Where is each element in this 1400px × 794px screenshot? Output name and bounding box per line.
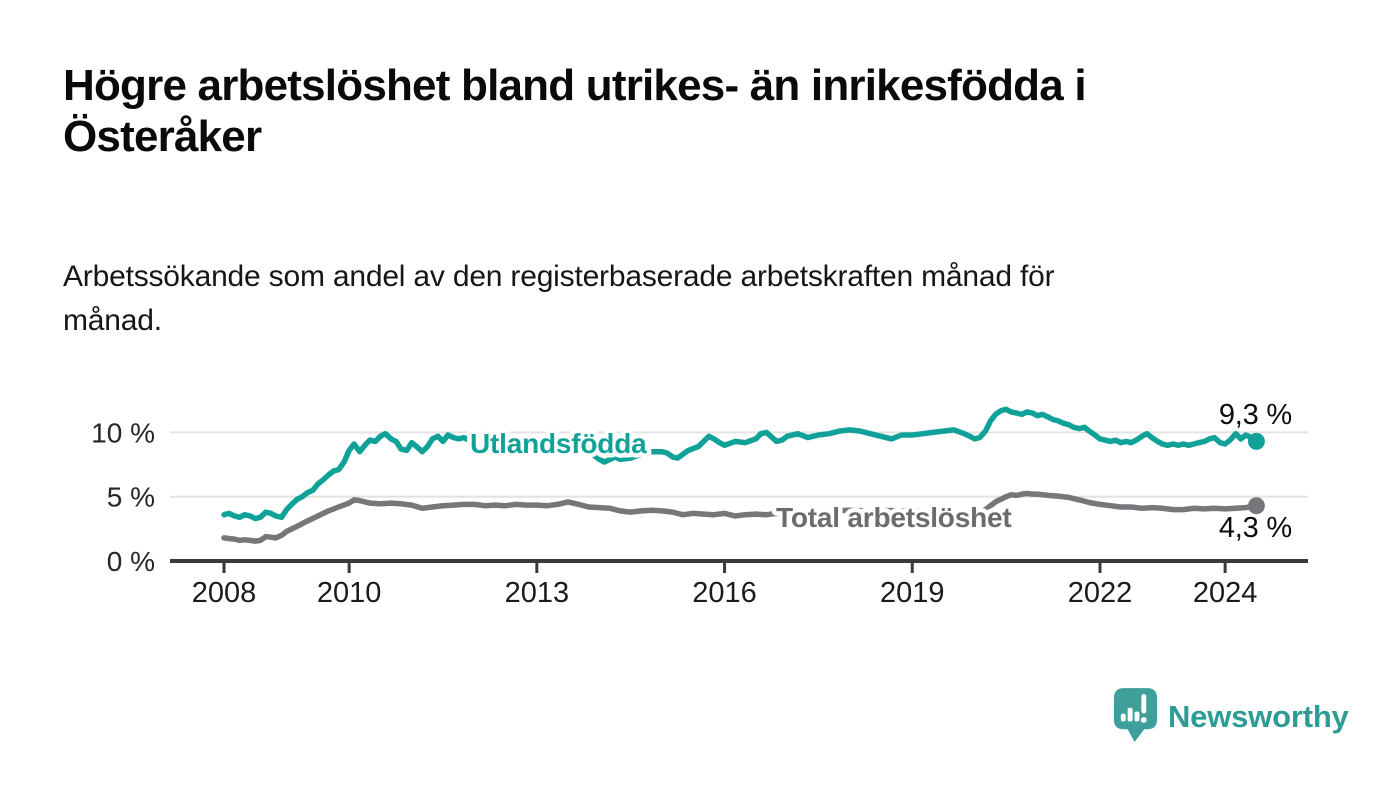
x-axis-tick-label: 2008 [192,577,257,609]
page-title-line1: Högre arbetslöshet bland utrikes- än inr… [63,61,1087,110]
utlandsfodda-line [221,406,1260,522]
x-axis-tick-label: 2019 [880,577,945,609]
total-end-value-label: 4,3 % [1219,512,1292,544]
newsworthy-logo: Newsworthy [1112,686,1349,747]
speech-bubble-bar-chart-icon [1113,688,1158,742]
newsworthy-logo-text: Newsworthy [1168,698,1349,734]
page-title-line2: Österåker [63,112,262,161]
x-axis-tick-label: 2016 [692,577,757,609]
x-axis-tick-label: 2022 [1068,577,1133,609]
total-line [221,490,1260,544]
axes: 0 % 5 % 10 % 2008 2010 2013 2016 2019 2022 2024 [91,417,1308,609]
total-end-dot [1247,497,1265,515]
x-axis-tick-label: 2013 [505,577,570,609]
chart-subtitle-line2: månad. [63,304,162,337]
chart-subtitle: Arbetssökande som andel av den registerb… [63,255,1323,343]
utlandsfodda-end-dot [1247,432,1265,450]
gridlines [170,431,1308,498]
utlandsfodda-end-value-label: 9,3 % [1219,399,1292,431]
y-axis-tick-label: 0 % [107,546,155,577]
total-series-label: Total arbetslöshet [776,502,1011,533]
chart-subtitle-line1: Arbetssökande som andel av den registerb… [63,260,1055,293]
x-axis-tick-label: 2010 [317,577,382,609]
x-axis-tick-label: 2024 [1193,577,1258,609]
y-axis-tick-label: 5 % [107,482,155,513]
page-title: Högre arbetslöshet bland utrikes- än inr… [63,60,1363,162]
utlandsfodda-series-label: Utlandsfödda [470,428,647,459]
data-series [221,406,1265,544]
y-axis-tick-label: 10 % [91,417,155,448]
